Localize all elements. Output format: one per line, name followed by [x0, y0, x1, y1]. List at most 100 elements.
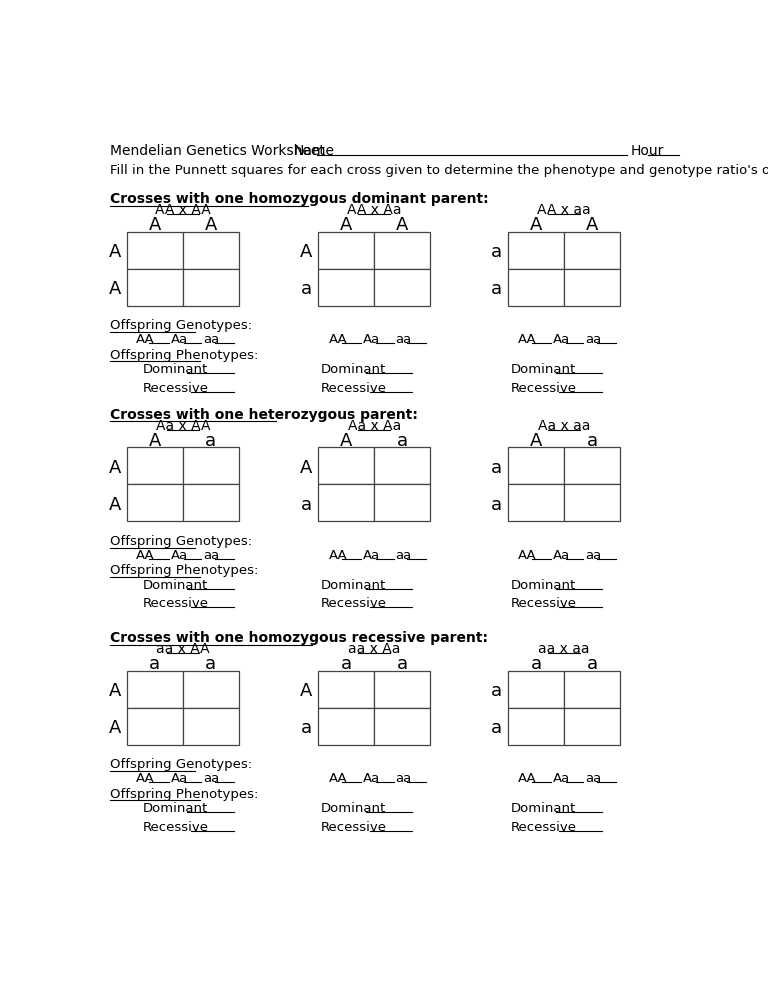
Text: AA x Aa: AA x Aa: [347, 203, 402, 218]
Text: Name: Name: [293, 144, 335, 158]
Bar: [183, 232, 239, 268]
Text: a: a: [301, 496, 313, 514]
Text: AA x aa: AA x aa: [538, 203, 591, 218]
Bar: [374, 708, 430, 745]
Text: Recessive: Recessive: [511, 821, 577, 834]
Bar: [508, 671, 564, 708]
Text: a: a: [531, 655, 541, 673]
Text: a: a: [341, 655, 352, 673]
Text: aa: aa: [203, 549, 219, 562]
Text: Aa x AA: Aa x AA: [156, 418, 210, 432]
Text: Offspring Genotypes:: Offspring Genotypes:: [110, 535, 252, 548]
Text: Offspring Genotypes:: Offspring Genotypes:: [110, 319, 252, 332]
Text: Aa: Aa: [170, 333, 187, 346]
Text: aa x aa: aa x aa: [538, 642, 590, 656]
Bar: [319, 484, 374, 521]
Bar: [564, 708, 620, 745]
Text: aa x AA: aa x AA: [156, 642, 210, 656]
Bar: [183, 484, 239, 521]
Text: Recessive: Recessive: [321, 597, 387, 610]
Text: Offspring Phenotypes:: Offspring Phenotypes:: [110, 349, 258, 362]
Text: A: A: [530, 217, 542, 235]
Text: a: a: [205, 432, 217, 450]
Text: A: A: [300, 682, 313, 700]
Bar: [508, 232, 564, 268]
Bar: [319, 671, 374, 708]
Text: Recessive: Recessive: [143, 821, 208, 834]
Text: A: A: [108, 280, 121, 298]
Bar: [319, 268, 374, 305]
Text: Dominant: Dominant: [321, 802, 386, 815]
Text: AA: AA: [136, 333, 155, 346]
Bar: [374, 268, 430, 305]
Text: AA: AA: [329, 549, 347, 562]
Text: A: A: [108, 682, 121, 700]
Text: a: a: [149, 655, 161, 673]
Text: a: a: [491, 458, 502, 477]
Text: aa: aa: [396, 333, 412, 346]
Text: a: a: [301, 719, 313, 737]
Text: a: a: [301, 280, 313, 298]
Bar: [319, 708, 374, 745]
Text: Aa: Aa: [362, 333, 380, 346]
Text: A: A: [530, 432, 542, 450]
Bar: [319, 447, 374, 484]
Text: Aa: Aa: [170, 772, 187, 785]
Bar: [508, 484, 564, 521]
Text: a: a: [491, 682, 502, 700]
Text: Aa x aa: Aa x aa: [538, 418, 591, 432]
Text: Aa x Aa: Aa x Aa: [348, 418, 401, 432]
Text: A: A: [340, 432, 353, 450]
Text: AA x AA: AA x AA: [155, 203, 210, 218]
Text: AA: AA: [518, 549, 537, 562]
Text: a: a: [491, 496, 502, 514]
Text: AA: AA: [518, 772, 537, 785]
Text: aa: aa: [396, 772, 412, 785]
Text: A: A: [108, 243, 121, 261]
Text: Crosses with one heterozygous parent:: Crosses with one heterozygous parent:: [110, 408, 418, 422]
Bar: [564, 232, 620, 268]
Text: AA: AA: [136, 772, 155, 785]
Text: AA: AA: [136, 549, 155, 562]
Text: Fill in the Punnett squares for each cross given to determine the phenotype and : Fill in the Punnett squares for each cro…: [110, 164, 768, 177]
Text: Offspring Genotypes:: Offspring Genotypes:: [110, 758, 252, 771]
Text: A: A: [149, 217, 161, 235]
Text: aa: aa: [585, 333, 601, 346]
Text: Aa: Aa: [362, 772, 380, 785]
Text: A: A: [108, 719, 121, 737]
Text: Recessive: Recessive: [511, 382, 577, 395]
Text: Aa: Aa: [552, 333, 570, 346]
Bar: [127, 232, 183, 268]
Text: Dominant: Dominant: [321, 579, 386, 592]
Text: Aa: Aa: [170, 549, 187, 562]
Text: aa: aa: [585, 549, 601, 562]
Bar: [183, 671, 239, 708]
Bar: [183, 708, 239, 745]
Text: Dominant: Dominant: [143, 579, 208, 592]
Text: AA: AA: [329, 333, 347, 346]
Text: Recessive: Recessive: [321, 821, 387, 834]
Text: aa x Aa: aa x Aa: [348, 642, 400, 656]
Text: AA: AA: [518, 333, 537, 346]
Text: a: a: [396, 432, 408, 450]
Text: A: A: [204, 217, 217, 235]
Text: A: A: [340, 217, 353, 235]
Bar: [564, 484, 620, 521]
Text: a: a: [491, 719, 502, 737]
Text: AA: AA: [329, 772, 347, 785]
Text: Dominant: Dominant: [511, 364, 576, 377]
Text: Crosses with one homozygous dominant parent:: Crosses with one homozygous dominant par…: [110, 193, 488, 207]
Text: Offspring Phenotypes:: Offspring Phenotypes:: [110, 565, 258, 578]
Text: aa: aa: [203, 333, 219, 346]
Text: Crosses with one homozygous recessive parent:: Crosses with one homozygous recessive pa…: [110, 631, 488, 645]
Text: Recessive: Recessive: [321, 382, 387, 395]
Bar: [508, 708, 564, 745]
Bar: [564, 671, 620, 708]
Bar: [564, 447, 620, 484]
Bar: [127, 484, 183, 521]
Bar: [127, 671, 183, 708]
Text: Dominant: Dominant: [511, 802, 576, 815]
Text: Hour: Hour: [631, 144, 664, 158]
Text: A: A: [300, 458, 313, 477]
Bar: [127, 708, 183, 745]
